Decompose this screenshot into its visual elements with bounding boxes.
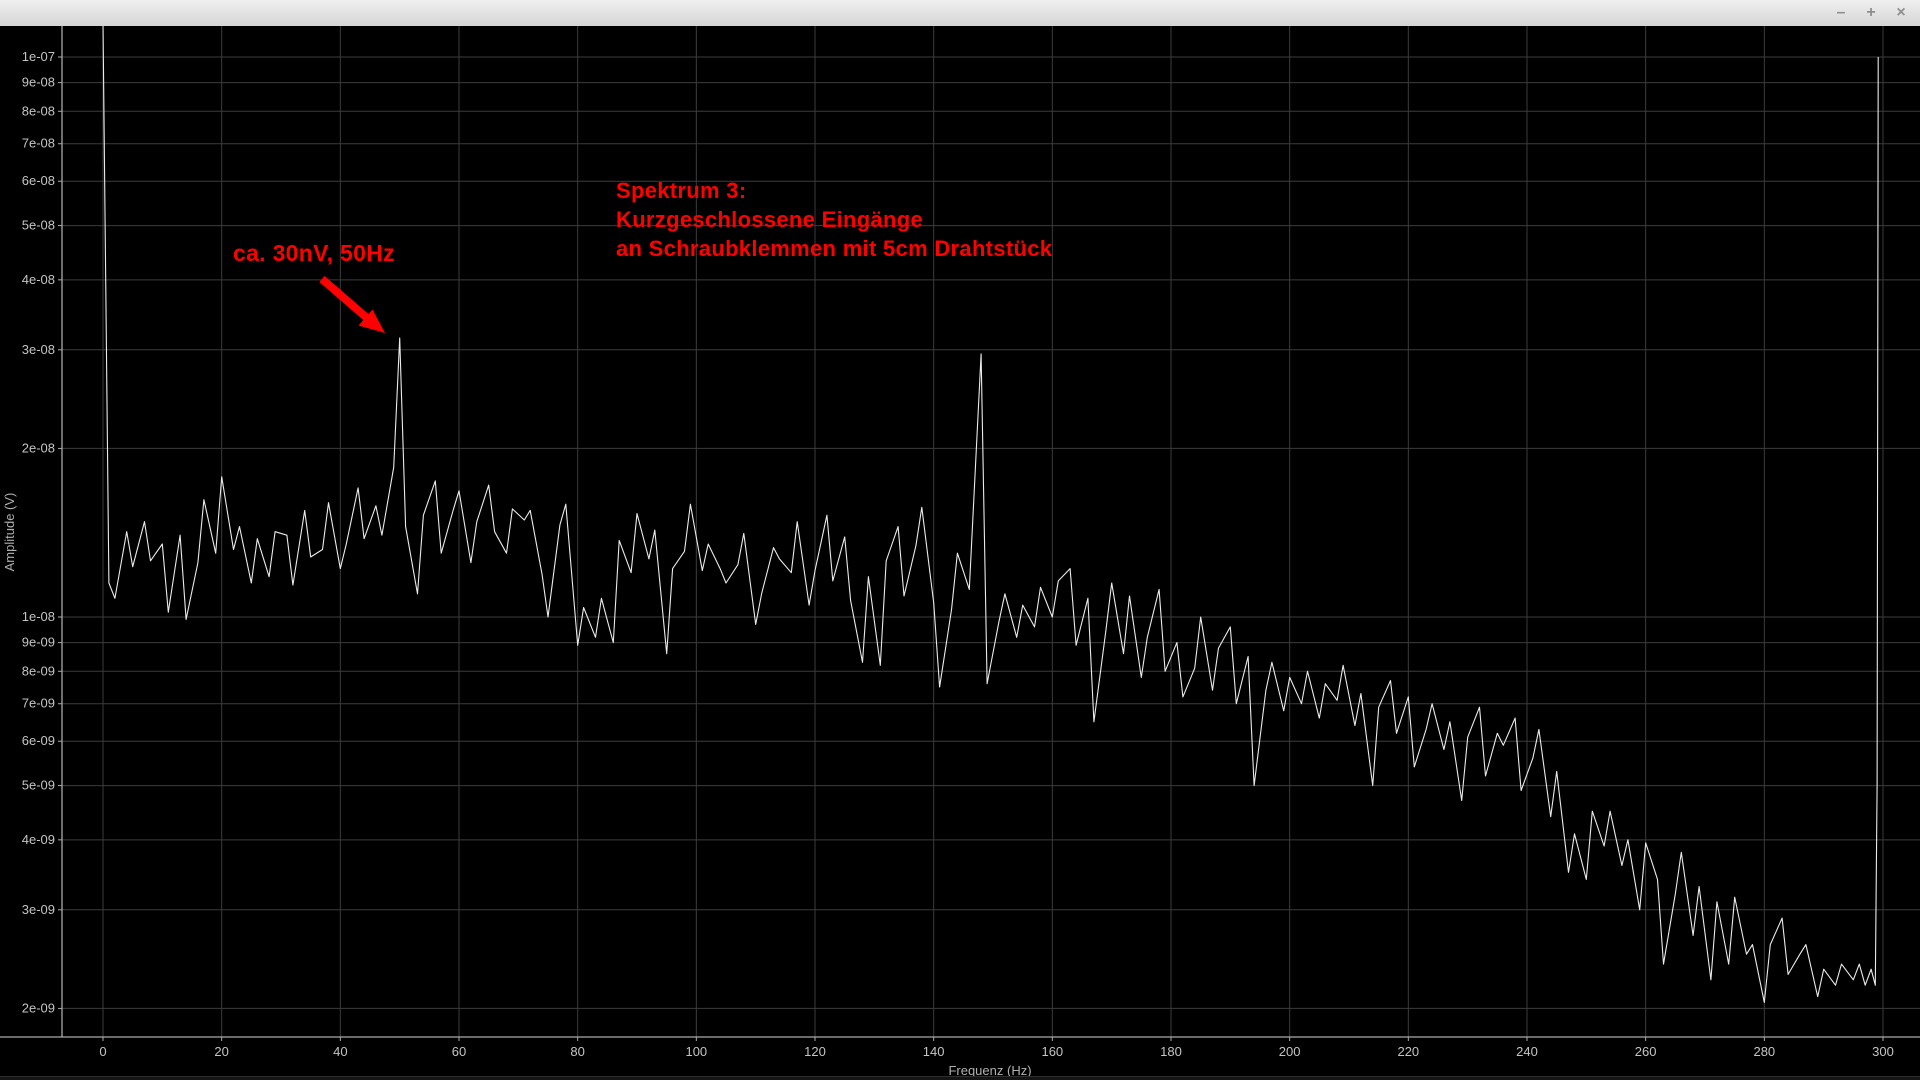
x-tick-label: 180 bbox=[1160, 1044, 1182, 1059]
x-tick-label: 20 bbox=[214, 1044, 228, 1059]
y-tick-label: 8e-08 bbox=[22, 103, 55, 118]
y-tick-label: 9e-09 bbox=[22, 635, 55, 650]
x-tick-label: 160 bbox=[1041, 1044, 1063, 1059]
y-tick-label: 4e-08 bbox=[22, 272, 55, 287]
window-bottom-edge bbox=[0, 1076, 1920, 1080]
x-tick-label: 260 bbox=[1635, 1044, 1657, 1059]
annotation-line: an Schraubklemmen mit 5cm Drahtstück bbox=[616, 236, 1053, 261]
peak-annotation-label: ca. 30nV, 50Hz bbox=[233, 240, 395, 266]
y-tick-label: 4e-09 bbox=[22, 832, 55, 847]
minimize-button[interactable]: – bbox=[1836, 4, 1846, 21]
y-tick-label: 3e-08 bbox=[22, 342, 55, 357]
trace-layer bbox=[102, 22, 1879, 1003]
y-tick-label: 1e-07 bbox=[22, 49, 55, 64]
y-tick-label: 5e-09 bbox=[22, 778, 55, 793]
spectrum-title-annotation: Spektrum 3: Kurzgeschlossene Eingänge an… bbox=[616, 176, 1052, 263]
x-tick-label: 100 bbox=[685, 1044, 707, 1059]
axis-layer: 0 20 40 60 80 100 120 140 160 180 200 220 240 260 280 3… bbox=[0, 26, 1920, 1059]
x-tick-label: 300 bbox=[1872, 1044, 1894, 1059]
x-tick-label: 80 bbox=[570, 1044, 584, 1059]
x-tick-label: 60 bbox=[452, 1044, 466, 1059]
x-tick-label: 140 bbox=[923, 1044, 945, 1059]
close-button[interactable]: × bbox=[1896, 4, 1906, 21]
x-tick-label: 240 bbox=[1516, 1044, 1538, 1059]
titlebar: – + × bbox=[0, 0, 1920, 26]
x-tick-label: 220 bbox=[1397, 1044, 1419, 1059]
y-tick-label: 6e-09 bbox=[22, 733, 55, 748]
arrow-shaft bbox=[319, 275, 370, 322]
annotation-line: Spektrum 3: bbox=[616, 178, 747, 203]
y-tick-label: 7e-09 bbox=[22, 696, 55, 711]
x-tick-label: 40 bbox=[333, 1044, 347, 1059]
y-tick-label: 8e-09 bbox=[22, 663, 55, 678]
arrow-head bbox=[358, 309, 385, 333]
y-tick-label: 2e-09 bbox=[22, 1000, 55, 1015]
x-tick-label: 0 bbox=[99, 1044, 106, 1059]
y-tick-label: 2e-08 bbox=[22, 440, 55, 455]
grid-layer bbox=[62, 26, 1920, 1037]
spectrum-trace bbox=[102, 22, 1879, 1003]
annotation-arrow bbox=[319, 275, 385, 333]
x-tick-label: 280 bbox=[1753, 1044, 1775, 1059]
x-axis-title: Frequenz (Hz) bbox=[948, 1063, 1031, 1078]
y-tick-label: 1e-08 bbox=[22, 609, 55, 624]
y-tick-label: 6e-08 bbox=[22, 173, 55, 188]
y-axis-title: Amplitude (V) bbox=[2, 493, 17, 572]
maximize-button[interactable]: + bbox=[1866, 4, 1876, 21]
y-tick-label: 7e-08 bbox=[22, 136, 55, 151]
x-tick-label: 120 bbox=[804, 1044, 826, 1059]
y-tick-label: 3e-09 bbox=[22, 902, 55, 917]
x-tick-label: 200 bbox=[1279, 1044, 1301, 1059]
annotation-line: Kurzgeschlossene Eingänge bbox=[616, 207, 924, 232]
y-tick-label: 9e-08 bbox=[22, 75, 55, 90]
y-tick-label: 5e-08 bbox=[22, 218, 55, 233]
